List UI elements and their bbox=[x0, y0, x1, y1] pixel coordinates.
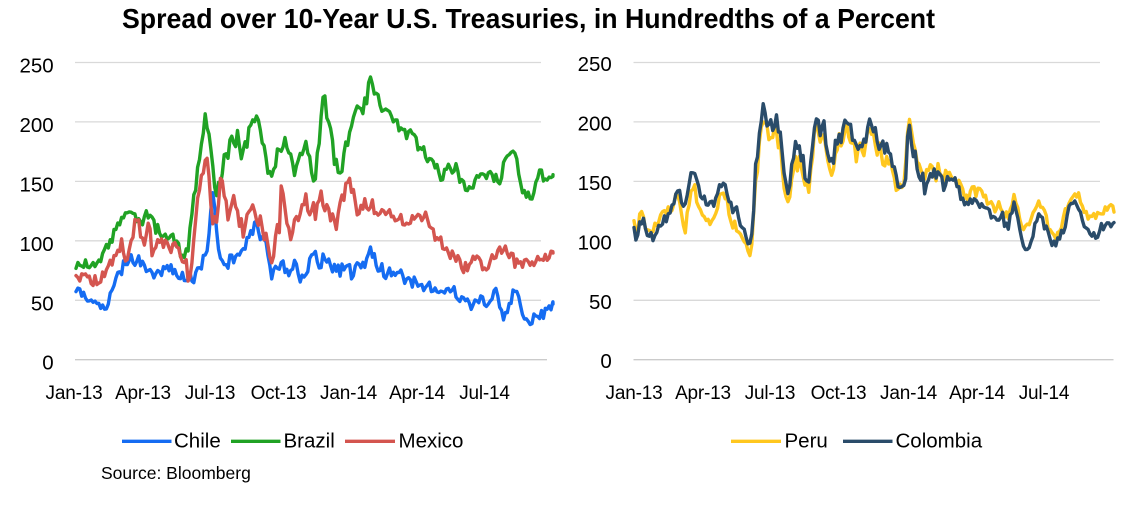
svg-text:Jan-14: Jan-14 bbox=[320, 383, 378, 404]
svg-text:Source: Bloomberg: Source: Bloomberg bbox=[101, 463, 251, 483]
svg-text:Jan-13: Jan-13 bbox=[46, 383, 103, 404]
svg-text:Apr-13: Apr-13 bbox=[675, 383, 731, 404]
svg-text:50: 50 bbox=[589, 291, 612, 314]
svg-text:Apr-14: Apr-14 bbox=[389, 383, 445, 404]
svg-text:100: 100 bbox=[578, 231, 612, 254]
svg-text:50: 50 bbox=[31, 292, 54, 315]
svg-text:Chile: Chile bbox=[174, 430, 221, 453]
svg-text:Jul-14: Jul-14 bbox=[1019, 383, 1070, 404]
svg-text:Jan-13: Jan-13 bbox=[606, 383, 663, 404]
svg-text:Jul-14: Jul-14 bbox=[459, 383, 510, 404]
svg-text:Mexico: Mexico bbox=[399, 430, 464, 453]
svg-text:200: 200 bbox=[19, 114, 53, 137]
svg-text:150: 150 bbox=[19, 173, 53, 196]
svg-text:Jul-13: Jul-13 bbox=[185, 383, 236, 404]
svg-text:0: 0 bbox=[600, 350, 611, 373]
svg-text:Oct-13: Oct-13 bbox=[251, 383, 307, 404]
svg-text:100: 100 bbox=[19, 233, 53, 256]
svg-text:Colombia: Colombia bbox=[896, 430, 983, 453]
svg-text:Oct-13: Oct-13 bbox=[811, 383, 867, 404]
svg-text:250: 250 bbox=[19, 55, 53, 78]
svg-text:Jul-13: Jul-13 bbox=[745, 383, 796, 404]
svg-text:Jan-14: Jan-14 bbox=[880, 383, 938, 404]
svg-text:Apr-13: Apr-13 bbox=[115, 383, 171, 404]
svg-text:Brazil: Brazil bbox=[284, 430, 335, 453]
svg-text:Peru: Peru bbox=[785, 430, 828, 453]
svg-text:0: 0 bbox=[42, 352, 53, 375]
svg-text:200: 200 bbox=[578, 112, 612, 135]
svg-text:250: 250 bbox=[578, 53, 612, 76]
svg-text:Apr-14: Apr-14 bbox=[949, 383, 1005, 404]
svg-text:150: 150 bbox=[578, 172, 612, 195]
svg-text:Spread over 10-Year U.S. Treas: Spread over 10-Year U.S. Treasuries, in … bbox=[122, 3, 935, 34]
